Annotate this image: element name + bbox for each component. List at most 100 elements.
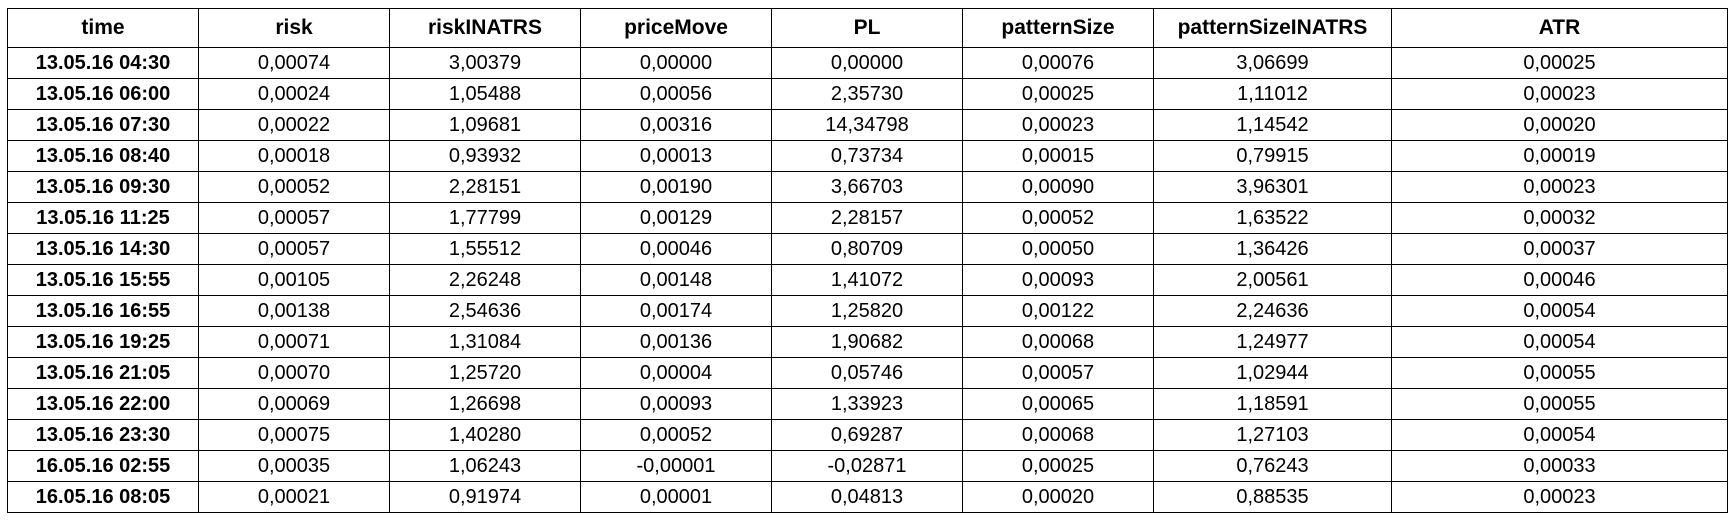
- cell-patternsize: 0,00122: [962, 295, 1154, 327]
- cell-risk: 0,00057: [198, 233, 390, 265]
- cell-patternsize: 0,00020: [962, 481, 1154, 513]
- column-header-atr: ATR: [1391, 8, 1728, 48]
- table-row: 13.05.16 23:30 0,00075 1,40280 0,00052 0,692…: [7, 419, 1728, 451]
- cell-patternsize: 0,00076: [962, 47, 1154, 79]
- cell-patternsizeinatrs: 1,02944: [1153, 357, 1392, 389]
- column-header-time: time: [7, 8, 199, 48]
- cell-pl: 0,80709: [771, 233, 963, 265]
- table-row: 13.05.16 14:30 0,00057 1,55512 0,00046 0,807…: [7, 233, 1728, 265]
- cell-time: 13.05.16 07:30: [7, 109, 199, 141]
- cell-risk: 0,00071: [198, 326, 390, 358]
- cell-risk: 0,00075: [198, 419, 390, 451]
- cell-risk: 0,00057: [198, 202, 390, 234]
- table-row: 16.05.16 08:05 0,00021 0,91974 0,00001 0,048…: [7, 481, 1728, 513]
- cell-risk: 0,00021: [198, 481, 390, 513]
- cell-atr: 0,00054: [1391, 295, 1728, 327]
- cell-patternsize: 0,00090: [962, 171, 1154, 203]
- cell-atr: 0,00019: [1391, 140, 1728, 172]
- cell-patternsize: 0,00057: [962, 357, 1154, 389]
- cell-atr: 0,00025: [1391, 47, 1728, 79]
- cell-time: 16.05.16 02:55: [7, 450, 199, 482]
- cell-riskinatrs: 0,93932: [389, 140, 581, 172]
- cell-patternsizeinatrs: 2,24636: [1153, 295, 1392, 327]
- cell-time: 13.05.16 16:55: [7, 295, 199, 327]
- cell-pricemove: 0,00013: [580, 140, 772, 172]
- cell-patternsize: 0,00052: [962, 202, 1154, 234]
- table-row: 13.05.16 22:00 0,00069 1,26698 0,00093 1,339…: [7, 388, 1728, 420]
- cell-pricemove: 0,00316: [580, 109, 772, 141]
- cell-atr: 0,00023: [1391, 78, 1728, 110]
- column-header-patternsize: patternSize: [962, 8, 1154, 48]
- cell-pricemove: 0,00056: [580, 78, 772, 110]
- cell-pl: 0,05746: [771, 357, 963, 389]
- cell-atr: 0,00037: [1391, 233, 1728, 265]
- cell-pl: 1,33923: [771, 388, 963, 420]
- cell-patternsizeinatrs: 3,06699: [1153, 47, 1392, 79]
- cell-pl: 0,69287: [771, 419, 963, 451]
- column-header-patternsizeinatrs: patternSizeINATRS: [1153, 8, 1392, 48]
- cell-pl: 2,28157: [771, 202, 963, 234]
- header-row: time risk riskINATRS priceMove PL patternSize…: [7, 8, 1728, 48]
- cell-risk: 0,00138: [198, 295, 390, 327]
- cell-patternsizeinatrs: 0,76243: [1153, 450, 1392, 482]
- cell-pricemove: 0,00046: [580, 233, 772, 265]
- column-header-pricemove: priceMove: [580, 8, 772, 48]
- cell-pricemove: 0,00174: [580, 295, 772, 327]
- cell-time: 13.05.16 08:40: [7, 140, 199, 172]
- cell-time: 13.05.16 06:00: [7, 78, 199, 110]
- cell-atr: 0,00054: [1391, 326, 1728, 358]
- cell-patternsize: 0,00065: [962, 388, 1154, 420]
- cell-risk: 0,00022: [198, 109, 390, 141]
- cell-atr: 0,00054: [1391, 419, 1728, 451]
- table-row: 13.05.16 19:25 0,00071 1,31084 0,00136 1,906…: [7, 326, 1728, 358]
- cell-patternsizeinatrs: 1,14542: [1153, 109, 1392, 141]
- table-row: 13.05.16 11:25 0,00057 1,77799 0,00129 2,281…: [7, 202, 1728, 234]
- cell-pricemove: 0,00148: [580, 264, 772, 296]
- cell-risk: 0,00035: [198, 450, 390, 482]
- cell-riskinatrs: 1,06243: [389, 450, 581, 482]
- cell-time: 13.05.16 11:25: [7, 202, 199, 234]
- cell-atr: 0,00046: [1391, 264, 1728, 296]
- table-row: 13.05.16 04:30 0,00074 3,00379 0,00000 0,000…: [7, 47, 1728, 79]
- cell-risk: 0,00105: [198, 264, 390, 296]
- cell-patternsizeinatrs: 1,63522: [1153, 202, 1392, 234]
- cell-patternsizeinatrs: 2,00561: [1153, 264, 1392, 296]
- column-header-riskinatrs: riskINATRS: [389, 8, 581, 48]
- cell-pricemove: 0,00136: [580, 326, 772, 358]
- cell-patternsize: 0,00068: [962, 419, 1154, 451]
- cell-riskinatrs: 0,91974: [389, 481, 581, 513]
- cell-riskinatrs: 2,28151: [389, 171, 581, 203]
- cell-pl: 1,90682: [771, 326, 963, 358]
- table-row: 13.05.16 06:00 0,00024 1,05488 0,00056 2,357…: [7, 78, 1728, 110]
- cell-atr: 0,00023: [1391, 171, 1728, 203]
- cell-patternsize: 0,00015: [962, 140, 1154, 172]
- cell-riskinatrs: 1,09681: [389, 109, 581, 141]
- cell-pl: 1,25820: [771, 295, 963, 327]
- cell-time: 13.05.16 04:30: [7, 47, 199, 79]
- table-row: 13.05.16 15:55 0,00105 2,26248 0,00148 1,410…: [7, 264, 1728, 296]
- cell-risk: 0,00018: [198, 140, 390, 172]
- cell-riskinatrs: 1,26698: [389, 388, 581, 420]
- column-header-risk: risk: [198, 8, 390, 48]
- cell-riskinatrs: 2,26248: [389, 264, 581, 296]
- cell-risk: 0,00070: [198, 357, 390, 389]
- cell-atr: 0,00020: [1391, 109, 1728, 141]
- cell-patternsizeinatrs: 3,96301: [1153, 171, 1392, 203]
- cell-pl: 14,34798: [771, 109, 963, 141]
- cell-pricemove: 0,00129: [580, 202, 772, 234]
- cell-pricemove: -0,00001: [580, 450, 772, 482]
- table-row: 16.05.16 02:55 0,00035 1,06243 -0,00001 -0,0…: [7, 450, 1728, 482]
- cell-patternsize: 0,00023: [962, 109, 1154, 141]
- table-row: 13.05.16 08:40 0,00018 0,93932 0,00013 0,737…: [7, 140, 1728, 172]
- cell-atr: 0,00055: [1391, 388, 1728, 420]
- cell-risk: 0,00069: [198, 388, 390, 420]
- cell-time: 13.05.16 23:30: [7, 419, 199, 451]
- data-table: time risk riskINATRS priceMove PL patternSize…: [7, 8, 1728, 513]
- column-header-pl: PL: [771, 8, 963, 48]
- table-body: 13.05.16 04:30 0,00074 3,00379 0,00000 0,000…: [7, 47, 1728, 513]
- cell-time: 13.05.16 14:30: [7, 233, 199, 265]
- cell-pl: 0,73734: [771, 140, 963, 172]
- cell-time: 13.05.16 09:30: [7, 171, 199, 203]
- cell-patternsizeinatrs: 1,11012: [1153, 78, 1392, 110]
- cell-pricemove: 0,00052: [580, 419, 772, 451]
